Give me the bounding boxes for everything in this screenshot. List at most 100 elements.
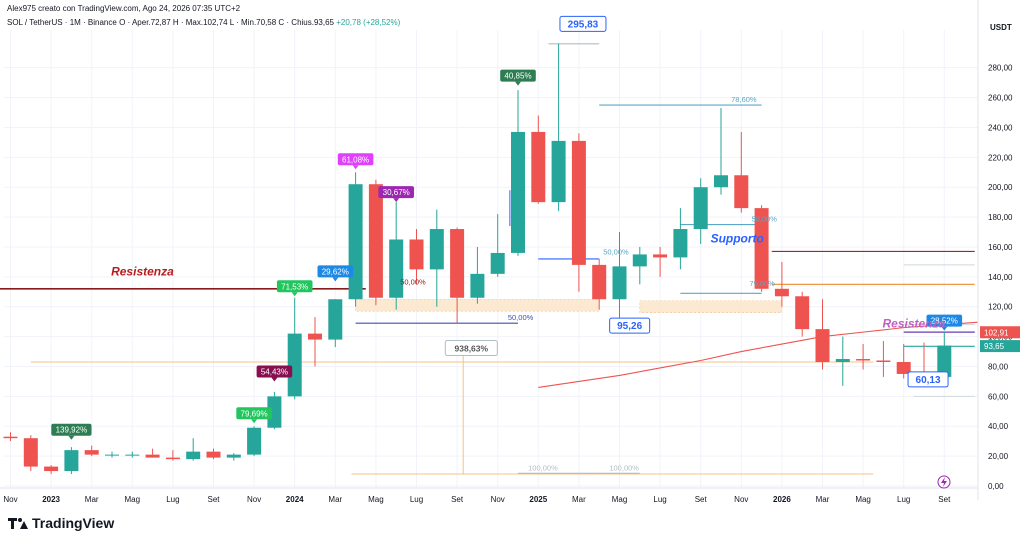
candle-body — [815, 329, 830, 362]
percent-change-badge-pointer — [393, 198, 400, 203]
x-tick-label: Mag — [855, 495, 871, 504]
y-tick-label: 120,00 — [988, 303, 1013, 312]
y-tick-label: 260,00 — [988, 94, 1013, 103]
percent-change-badge-pointer — [271, 377, 278, 382]
candle-body — [450, 229, 465, 298]
candle-body — [856, 359, 871, 361]
x-tick-label: Set — [938, 495, 951, 504]
candle-body — [84, 450, 99, 455]
candle-body — [287, 333, 302, 397]
y-tick-label: 0,00 — [988, 482, 1004, 491]
percent-change-badge-pointer — [291, 292, 298, 297]
x-tick-label: Mag — [368, 495, 384, 504]
x-tick-label: Nov — [734, 495, 748, 504]
fib-level-label: 50,00% — [603, 247, 629, 256]
y-tick-label: 280,00 — [988, 64, 1013, 73]
candle-body — [226, 454, 241, 458]
moving-average-line — [538, 321, 1024, 388]
price-callout — [609, 317, 651, 334]
candle-body — [308, 333, 322, 340]
price-callout-label: 938,63% — [455, 344, 489, 354]
candle-body — [571, 140, 586, 265]
candle-body — [754, 208, 769, 289]
y-tick-label: 140,00 — [988, 273, 1013, 282]
x-tick-label: 2024 — [286, 495, 304, 504]
x-tick-label: Mar — [816, 495, 830, 504]
price-tag-label: 102,91 — [984, 328, 1009, 337]
candle-body — [145, 454, 160, 458]
chart-annotation: Supporto — [711, 231, 764, 245]
percent-change-label: 28,52% — [931, 317, 958, 326]
y-tick-label: 160,00 — [988, 243, 1013, 252]
percent-change-label: 139,92% — [56, 426, 88, 435]
x-tick-label: Mag — [612, 495, 628, 504]
fib-level-label: 100,00% — [528, 463, 558, 472]
change-value: +20,78 (+28,52%) — [336, 18, 401, 27]
price-tag — [980, 326, 1020, 339]
candle-body — [632, 254, 647, 267]
percent-change-label: 61,08% — [342, 155, 369, 164]
symbol-ohlc-line: SOL / TetherUS · 1M · Binance O · Aper.7… — [7, 18, 400, 27]
percent-change-label: 79,69% — [241, 409, 268, 418]
candle-body — [551, 140, 566, 203]
price-callout-label: 60,13 — [916, 375, 941, 386]
brand-label: TradingView — [32, 515, 115, 531]
y-tick-label: 220,00 — [988, 153, 1013, 162]
candle-body — [937, 345, 952, 377]
x-tick-label: Nov — [491, 495, 505, 504]
candle-body — [592, 264, 607, 300]
candle-body — [876, 360, 891, 362]
x-tick-label: Set — [207, 495, 220, 504]
candle-body — [44, 466, 59, 472]
x-tick-label: Set — [695, 495, 708, 504]
percent-change-badge — [378, 186, 414, 199]
candle-body — [348, 184, 363, 300]
tradingview-logo[interactable]: TradingView — [8, 515, 114, 531]
x-tick-label: Nov — [3, 495, 17, 504]
fib-level-label: 100,00% — [609, 463, 639, 472]
x-tick-label: 2023 — [42, 495, 60, 504]
supply-zone — [639, 300, 783, 313]
x-tick-label: Lug — [897, 495, 910, 504]
fib-level-label: 50,00% — [400, 277, 426, 286]
y-tick-label: 20,00 — [988, 452, 1009, 461]
price-tag-label: 93,65 — [984, 342, 1005, 351]
price-callout-label: 295,83 — [568, 19, 599, 30]
percent-change-badge-pointer — [515, 81, 521, 86]
candle-body — [693, 187, 708, 230]
candle-body — [470, 273, 485, 298]
price-callout — [907, 371, 949, 388]
y-tick-label: 240,00 — [988, 123, 1013, 132]
candle-body — [105, 454, 119, 456]
percent-change-label: 30,67% — [383, 188, 410, 197]
chart-annotation: Resistenza — [882, 317, 945, 331]
percent-change-label: 54,43% — [261, 367, 288, 376]
fib-level-label: 79,60% — [749, 279, 775, 288]
chart-annotation: Resistenza — [111, 264, 174, 278]
candle-body — [774, 288, 789, 297]
candle-body — [3, 436, 18, 439]
y-tick-label: 40,00 — [988, 422, 1009, 431]
candle-body — [409, 239, 424, 270]
fib-level-label: 50,00% — [751, 215, 777, 224]
candle-body — [64, 450, 79, 472]
tradingview-logo-icon — [8, 518, 28, 529]
candle-body — [165, 457, 180, 460]
candle-body — [328, 299, 343, 340]
y-tick-label: 200,00 — [988, 183, 1013, 192]
x-tick-label: Lug — [410, 495, 423, 504]
percent-change-badge — [51, 423, 92, 436]
percent-change-badge — [500, 69, 536, 82]
candle-body — [734, 175, 749, 209]
fib-level-label: 78,60% — [731, 95, 757, 104]
y-tick-label: 60,00 — [988, 392, 1009, 401]
candle-body — [247, 427, 262, 455]
percent-change-badge-pointer — [941, 326, 948, 331]
x-tick-label: Mar — [328, 495, 342, 504]
x-tick-label: Mar — [85, 495, 99, 504]
candle-body — [125, 454, 140, 456]
x-tick-label: Mar — [572, 495, 586, 504]
x-tick-label: Lug — [653, 495, 666, 504]
percent-change-badge-pointer — [251, 419, 258, 424]
